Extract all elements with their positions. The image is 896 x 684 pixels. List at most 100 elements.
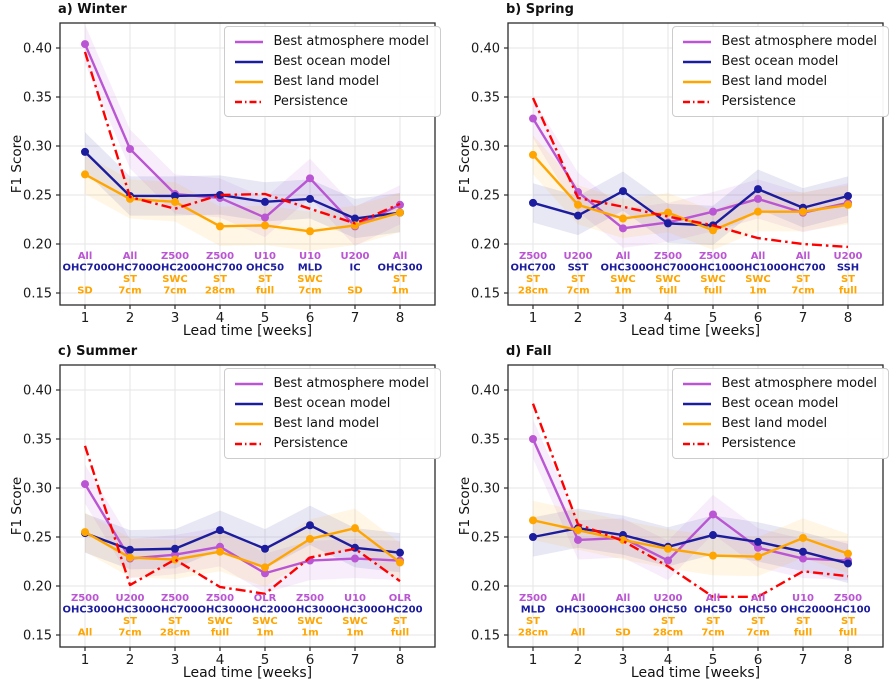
marker-atmosphere	[754, 543, 762, 552]
annotation-atmosphere: All	[751, 251, 766, 262]
y-tick-label: 0.35	[471, 433, 500, 448]
legend-item-land: Best land model	[682, 414, 877, 433]
marker-ocean	[261, 544, 269, 553]
marker-land	[171, 197, 179, 206]
marker-ocean	[171, 544, 179, 553]
line-land	[84, 526, 401, 569]
annotation-ocean: OHC300	[555, 605, 600, 616]
annotation-ocean: OHC50	[694, 605, 732, 616]
marker-ocean	[126, 545, 134, 554]
annotation-ocean: OHC100	[690, 263, 735, 274]
line-persistence	[531, 97, 849, 249]
annotation-land: ST	[123, 616, 137, 627]
marker-ocean	[799, 547, 807, 556]
marker-ocean	[844, 559, 852, 568]
line-persistence	[531, 403, 849, 598]
annotation-ocean: OHC300	[377, 263, 422, 274]
annotation-land: full	[211, 628, 229, 639]
annotation-land: SWC	[745, 274, 771, 285]
marker-atmosphere	[574, 535, 582, 544]
y-tick-label: 0.20	[471, 580, 500, 595]
annotation-atmosphere: U10	[792, 593, 814, 604]
annotation-atmosphere: U10	[299, 251, 321, 262]
marker-atmosphere	[709, 207, 717, 216]
y-tick-label: 0.15	[23, 629, 52, 644]
annotation-atmosphere: U200	[564, 251, 593, 262]
annotation-land: ST	[526, 274, 540, 285]
panel-title: a) Winter	[58, 2, 127, 17]
y-tick-label: 0.35	[23, 91, 52, 106]
annotation-land: 28cm	[518, 286, 548, 297]
legend-item-ocean: Best ocean model	[682, 52, 877, 71]
annotation-land: 1m	[346, 628, 363, 639]
legend-line-persistence-icon	[683, 100, 712, 103]
band-land	[85, 508, 400, 587]
line-atmosphere	[83, 43, 401, 228]
annotation-ocean: OHC700	[510, 263, 555, 274]
annotation-atmosphere: Z500	[206, 251, 234, 262]
annotation-atmosphere: U200	[654, 593, 683, 604]
legend-item-ocean: Best ocean model	[682, 394, 877, 413]
annotation-land: ST	[796, 274, 810, 285]
marker-land	[844, 200, 852, 209]
annotation-ocean: OHC200	[377, 605, 422, 616]
legend-line-atmosphere-icon	[235, 40, 264, 43]
legend-line-land-icon	[683, 80, 712, 83]
legend: Best atmosphere model Best ocean model B…	[224, 368, 441, 459]
marker-ocean	[351, 214, 359, 223]
x-tick-label: 5	[709, 310, 718, 326]
annotation-atmosphere: U200	[834, 251, 863, 262]
annotation-land: 7cm	[163, 286, 186, 297]
legend-item-persistence: Persistence	[234, 92, 429, 111]
annotation-land: 1m	[301, 628, 318, 639]
annotation-atmosphere: Z500	[71, 593, 99, 604]
y-tick-label: 0.25	[23, 531, 52, 546]
x-tick-label: 7	[799, 652, 808, 668]
marker-land	[754, 207, 762, 216]
y-tick-label: 0.25	[471, 531, 500, 546]
annotation-land: SD	[615, 628, 631, 639]
annotation-ocean: MLD	[521, 605, 546, 616]
marker-ocean	[306, 521, 314, 530]
legend-label: Best atmosphere model	[721, 34, 877, 49]
annotation-land: ST	[393, 616, 407, 627]
marker-land	[574, 526, 582, 535]
marker-atmosphere	[709, 510, 717, 519]
x-tick-label: 2	[126, 652, 135, 668]
marker-land	[754, 552, 762, 561]
annotation-land: ST	[751, 616, 765, 627]
annotation-land: SD	[347, 286, 363, 297]
x-tick-label: 3	[619, 652, 628, 668]
annotation-ocean: OHC50	[739, 605, 777, 616]
annotation-land: SWC	[342, 616, 368, 627]
x-tick-label: 1	[529, 310, 538, 326]
marker-land	[529, 150, 537, 159]
marker-ocean	[216, 526, 224, 535]
y-tick-label: 0.30	[23, 140, 52, 155]
annotation-land: SWC	[610, 274, 636, 285]
marker-land	[396, 558, 404, 567]
line-persistence	[83, 445, 401, 596]
annotation-land: SWC	[162, 274, 188, 285]
marker-land	[126, 194, 134, 203]
marker-ocean	[619, 187, 627, 196]
annotation-ocean: OHC700	[645, 263, 690, 274]
y-tick-label: 0.15	[471, 629, 500, 644]
annotation-land: 1m	[391, 286, 408, 297]
annotation-land: 1m	[749, 286, 766, 297]
legend-label: Best atmosphere model	[273, 376, 429, 391]
marker-atmosphere	[351, 554, 359, 563]
annotation-land: ST	[393, 274, 407, 285]
y-tick-label: 0.20	[471, 238, 500, 253]
annotation-land: 7cm	[298, 286, 321, 297]
plot-border	[59, 22, 436, 306]
y-tick-label: 0.30	[23, 482, 52, 497]
y-tick-label: 0.40	[23, 384, 52, 399]
marker-atmosphere	[81, 40, 89, 49]
legend-label: Best atmosphere model	[721, 376, 877, 391]
legend-line-atmosphere-icon	[235, 382, 264, 385]
annotation-ocean: SST	[568, 263, 589, 274]
legend-label: Best atmosphere model	[273, 34, 429, 49]
marker-ocean	[81, 147, 89, 156]
legend-item-atmosphere: Best atmosphere model	[234, 32, 429, 51]
